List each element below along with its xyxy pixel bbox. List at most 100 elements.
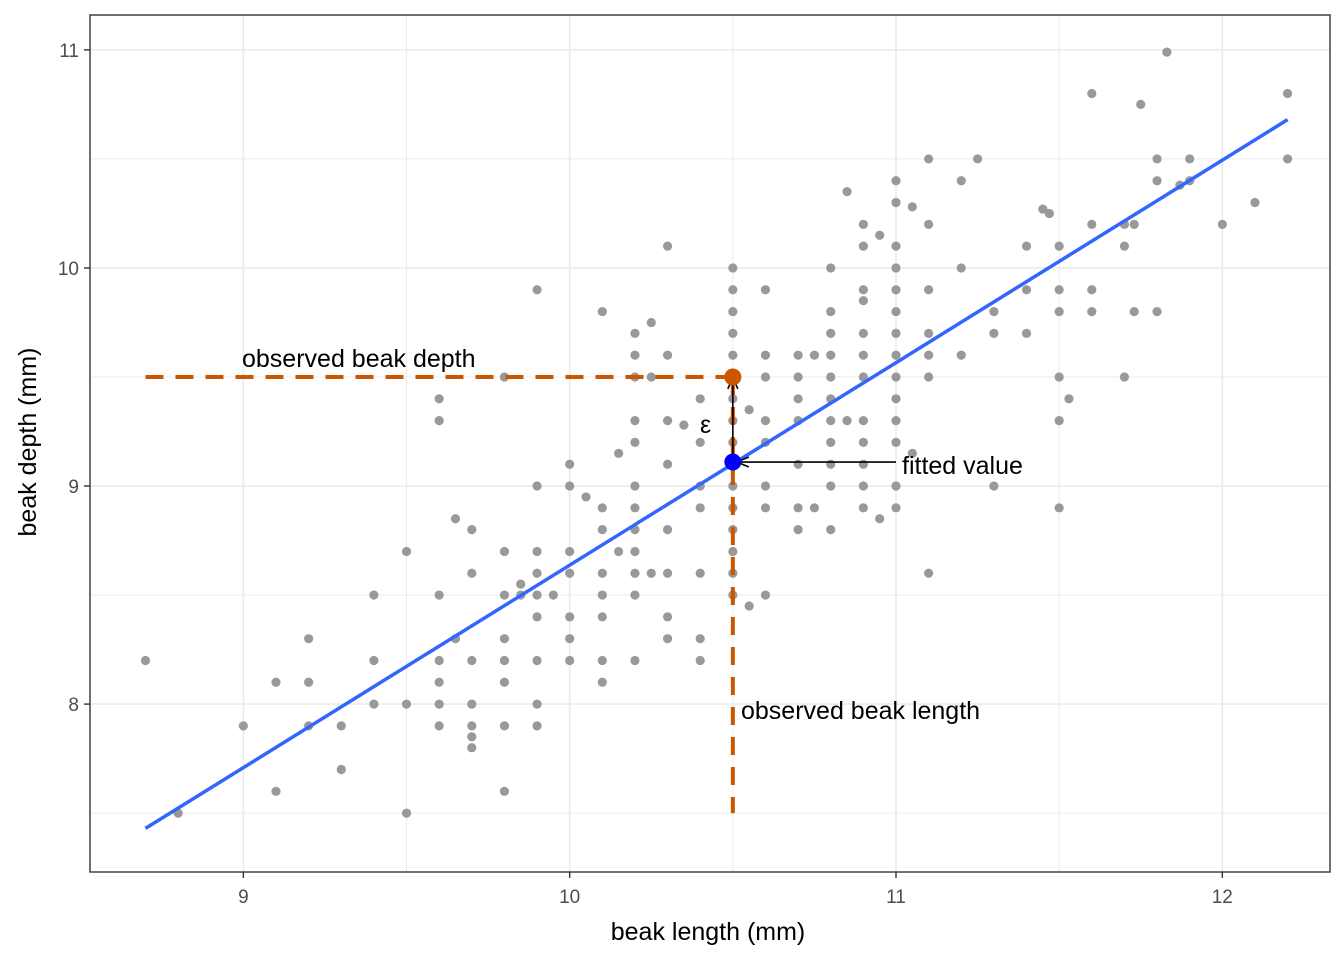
data-point — [924, 568, 934, 578]
data-point — [891, 176, 901, 186]
data-point — [842, 187, 852, 197]
data-point — [1038, 204, 1048, 214]
data-point — [891, 328, 901, 338]
data-point — [1087, 219, 1097, 229]
data-point — [1129, 219, 1139, 229]
data-point — [565, 612, 575, 622]
data-point — [956, 176, 966, 186]
data-point — [891, 306, 901, 317]
data-point — [662, 525, 673, 535]
data-point — [434, 590, 444, 600]
data-point — [662, 241, 673, 251]
data-point — [891, 241, 901, 251]
data-point — [304, 677, 314, 687]
data-point — [728, 350, 738, 360]
data-point — [858, 219, 868, 229]
data-point — [760, 416, 771, 426]
data-point — [891, 263, 901, 273]
data-point — [1162, 47, 1172, 57]
data-point — [662, 612, 673, 622]
data-point — [826, 525, 836, 535]
data-point — [858, 481, 868, 491]
data-point — [630, 568, 640, 578]
x-tick-label: 10 — [559, 887, 580, 908]
data-point — [858, 328, 868, 338]
x-axis-title: beak length (mm) — [611, 918, 806, 946]
data-point — [499, 677, 510, 687]
data-point — [891, 197, 901, 208]
data-point — [516, 579, 526, 589]
data-point — [1021, 285, 1032, 295]
data-point — [891, 285, 901, 295]
data-point — [597, 612, 607, 622]
data-point — [760, 481, 771, 491]
data-point — [401, 546, 412, 557]
data-point — [858, 285, 868, 295]
data-point — [924, 350, 934, 360]
data-point — [1152, 176, 1162, 186]
data-point — [809, 503, 820, 513]
data-point — [336, 764, 346, 775]
data-point — [614, 546, 624, 557]
data-point — [646, 317, 656, 328]
data-point — [499, 546, 510, 557]
data-point — [1217, 219, 1227, 229]
data-point — [826, 372, 836, 382]
x-tick-label: 9 — [238, 887, 249, 908]
data-point — [1064, 394, 1074, 404]
data-point — [858, 416, 868, 426]
data-point — [858, 296, 868, 306]
data-point — [891, 503, 901, 513]
data-point — [401, 808, 412, 818]
data-point — [499, 634, 510, 644]
data-point — [499, 655, 510, 666]
data-point — [972, 154, 983, 164]
data-point — [662, 350, 673, 360]
data-point — [434, 721, 444, 731]
data-point — [826, 459, 836, 469]
data-point — [760, 350, 771, 360]
data-point — [565, 459, 575, 469]
data-point — [956, 263, 966, 273]
data-point — [630, 503, 640, 513]
data-point — [630, 328, 640, 338]
data-point — [695, 437, 705, 448]
y-tick-label: 11 — [59, 41, 79, 62]
data-point — [858, 459, 868, 469]
data-point — [858, 437, 868, 448]
data-point — [728, 263, 738, 273]
data-point — [826, 350, 836, 360]
data-point — [597, 590, 607, 600]
x-tick-label: 11 — [886, 887, 906, 908]
data-point — [467, 699, 477, 709]
fitted-point — [724, 453, 742, 471]
data-point — [891, 481, 901, 491]
panel-border — [89, 14, 1331, 873]
data-point — [695, 503, 705, 513]
data-point — [499, 721, 510, 731]
data-point — [597, 306, 607, 317]
data-point — [499, 372, 510, 382]
data-point — [646, 568, 656, 578]
data-point — [597, 677, 607, 687]
data-point — [679, 420, 689, 430]
data-point — [989, 306, 999, 317]
data-point — [1044, 208, 1054, 219]
data-point — [614, 448, 624, 458]
data-point — [532, 546, 542, 557]
data-point — [1282, 88, 1293, 99]
data-point — [891, 416, 901, 426]
data-point — [434, 655, 444, 666]
data-point — [809, 350, 820, 360]
data-point — [1054, 503, 1064, 513]
data-point — [924, 372, 934, 382]
data-point — [532, 285, 542, 295]
data-point — [597, 525, 607, 535]
data-point — [1185, 154, 1195, 164]
data-point — [140, 655, 151, 666]
data-point — [728, 328, 738, 338]
data-point — [1054, 306, 1064, 317]
data-point — [630, 655, 640, 666]
axes: 9 10 11 12 8 9 10 11 — [58, 41, 1233, 908]
data-point — [1087, 285, 1097, 295]
